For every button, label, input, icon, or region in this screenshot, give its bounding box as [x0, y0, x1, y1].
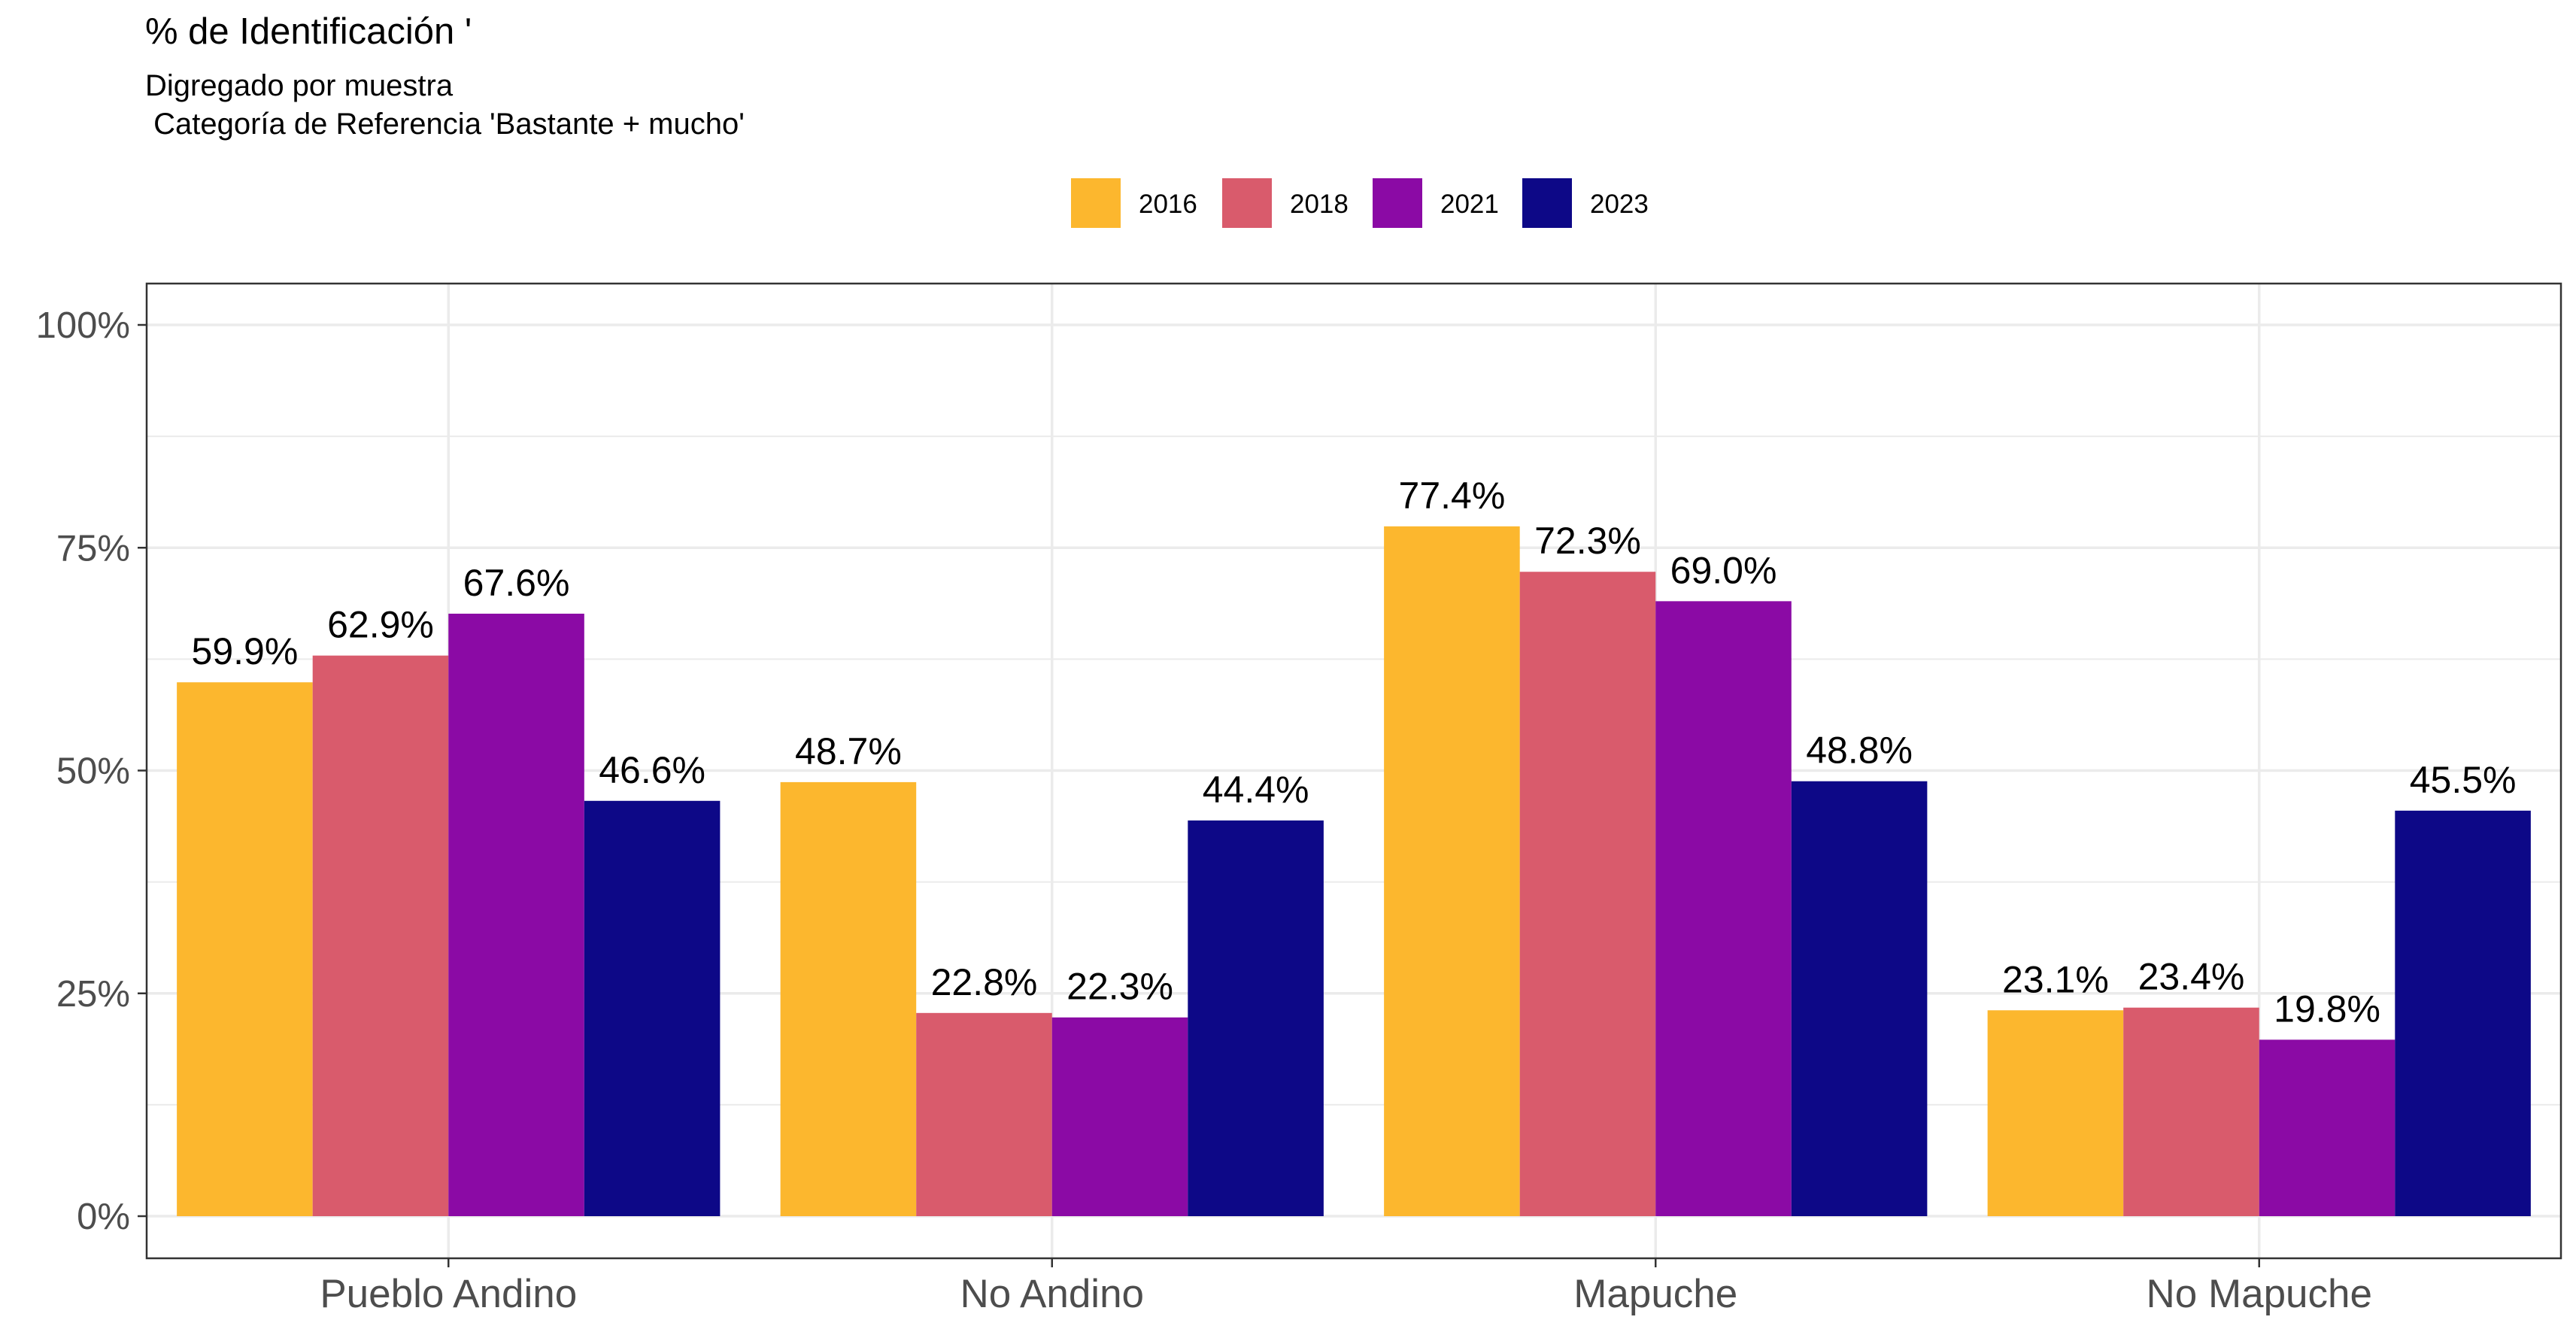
data-label-pueblo-andino-2023: 46.6%	[599, 749, 705, 791]
data-label-no-mapuche-2023: 45.5%	[2410, 759, 2517, 801]
legend-key-2023	[1522, 178, 1572, 228]
data-label-no-andino-2023: 44.4%	[1203, 769, 1309, 811]
bar-pueblo-andino-2023	[584, 800, 721, 1216]
chart-subtitle-line-2: Categoría de Referencia 'Bastante + much…	[145, 108, 745, 141]
x-tick-label-mapuche: Mapuche	[1573, 1272, 1737, 1316]
chart-title: % de Identificación '	[145, 11, 472, 52]
x-tick-label-pueblo-andino: Pueblo Andino	[320, 1272, 577, 1316]
y-tick-label: 100%	[36, 305, 130, 346]
x-tick-label-no-mapuche: No Mapuche	[2146, 1272, 2372, 1316]
y-tick-label: 50%	[56, 751, 130, 792]
bar-no-andino-2023	[1188, 820, 1324, 1216]
bar-pueblo-andino-2021	[448, 613, 584, 1216]
plot-area: 59.9% 48.7% 77.4% 23.1% 62.9% 22.8% 72.3% 23.4%…	[36, 282, 2562, 1316]
legend-label-2018: 2018	[1290, 190, 1349, 219]
legend-key-2021	[1373, 178, 1422, 228]
data-label-no-mapuche-2018: 23.4%	[2138, 956, 2245, 998]
bar-no-mapuche-2018	[2123, 1007, 2259, 1216]
bar-mapuche-2021	[1655, 601, 1792, 1216]
data-label-mapuche-2021: 69.0%	[1670, 549, 1777, 591]
data-label-mapuche-2018: 72.3%	[1534, 520, 1641, 562]
bar-no-andino-2016	[780, 781, 917, 1216]
bar-no-mapuche-2016	[1987, 1010, 2124, 1216]
y-tick-label: 25%	[56, 974, 130, 1015]
data-label-no-andino-2021: 22.3%	[1067, 966, 1173, 1008]
y-tick-label: 75%	[56, 528, 130, 569]
legend-label-2023: 2023	[1590, 190, 1649, 219]
y-tick-label: 0%	[77, 1197, 130, 1237]
x-tick-label-no-andino: No Andino	[960, 1272, 1144, 1316]
chart-legend: 2016 2018 2021 2023	[1071, 178, 1649, 228]
data-label-no-andino-2016: 48.7%	[795, 730, 902, 772]
data-label-pueblo-andino-2016: 59.9%	[192, 630, 299, 672]
bar-no-andino-2021	[1051, 1017, 1188, 1216]
legend-label-2016: 2016	[1139, 190, 1197, 219]
bar-pueblo-andino-2016	[177, 682, 313, 1216]
bar-no-mapuche-2021	[2259, 1039, 2395, 1216]
legend-label-2021: 2021	[1440, 190, 1499, 219]
bar-no-mapuche-2023	[2395, 810, 2531, 1216]
chart-subtitle-line-1: Digregado por muestra	[145, 69, 454, 102]
legend-key-2018	[1222, 178, 1272, 228]
data-label-no-mapuche-2021: 19.8%	[2274, 988, 2380, 1030]
data-label-mapuche-2023: 48.8%	[1806, 730, 1913, 772]
data-label-pueblo-andino-2018: 62.9%	[327, 604, 434, 646]
data-label-no-andino-2018: 22.8%	[931, 961, 1038, 1003]
bar-pueblo-andino-2018	[312, 655, 449, 1216]
legend-key-2016	[1071, 178, 1121, 228]
bar-mapuche-2023	[1791, 781, 1928, 1216]
bar-mapuche-2018	[1519, 572, 1656, 1216]
bar-no-andino-2018	[916, 1012, 1052, 1216]
data-label-no-mapuche-2016: 23.1%	[2002, 958, 2109, 1000]
data-label-mapuche-2016: 77.4%	[1399, 475, 1506, 517]
bar-mapuche-2016	[1384, 526, 1520, 1216]
data-label-pueblo-andino-2021: 67.6%	[463, 562, 570, 604]
